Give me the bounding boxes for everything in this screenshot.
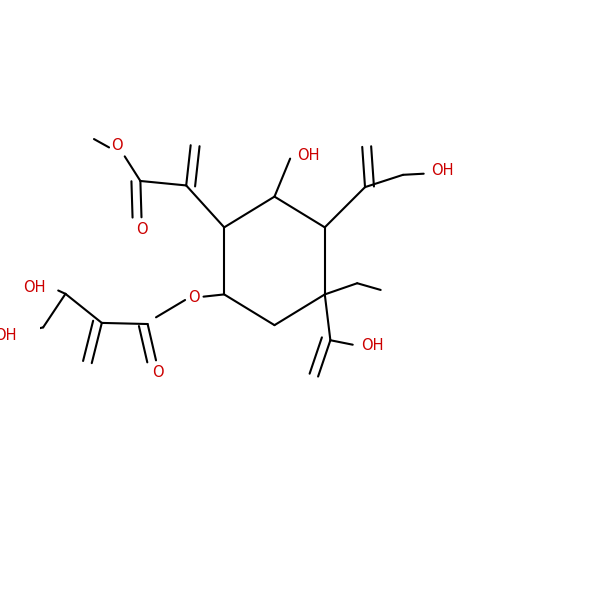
Text: OH: OH bbox=[23, 280, 46, 295]
Text: O: O bbox=[111, 138, 123, 153]
Text: OH: OH bbox=[431, 163, 454, 178]
Text: O: O bbox=[136, 222, 148, 237]
Text: O: O bbox=[188, 290, 199, 305]
Text: OH: OH bbox=[362, 338, 384, 353]
Text: OH: OH bbox=[297, 148, 319, 163]
Text: OH: OH bbox=[0, 328, 16, 343]
Text: O: O bbox=[152, 365, 164, 380]
